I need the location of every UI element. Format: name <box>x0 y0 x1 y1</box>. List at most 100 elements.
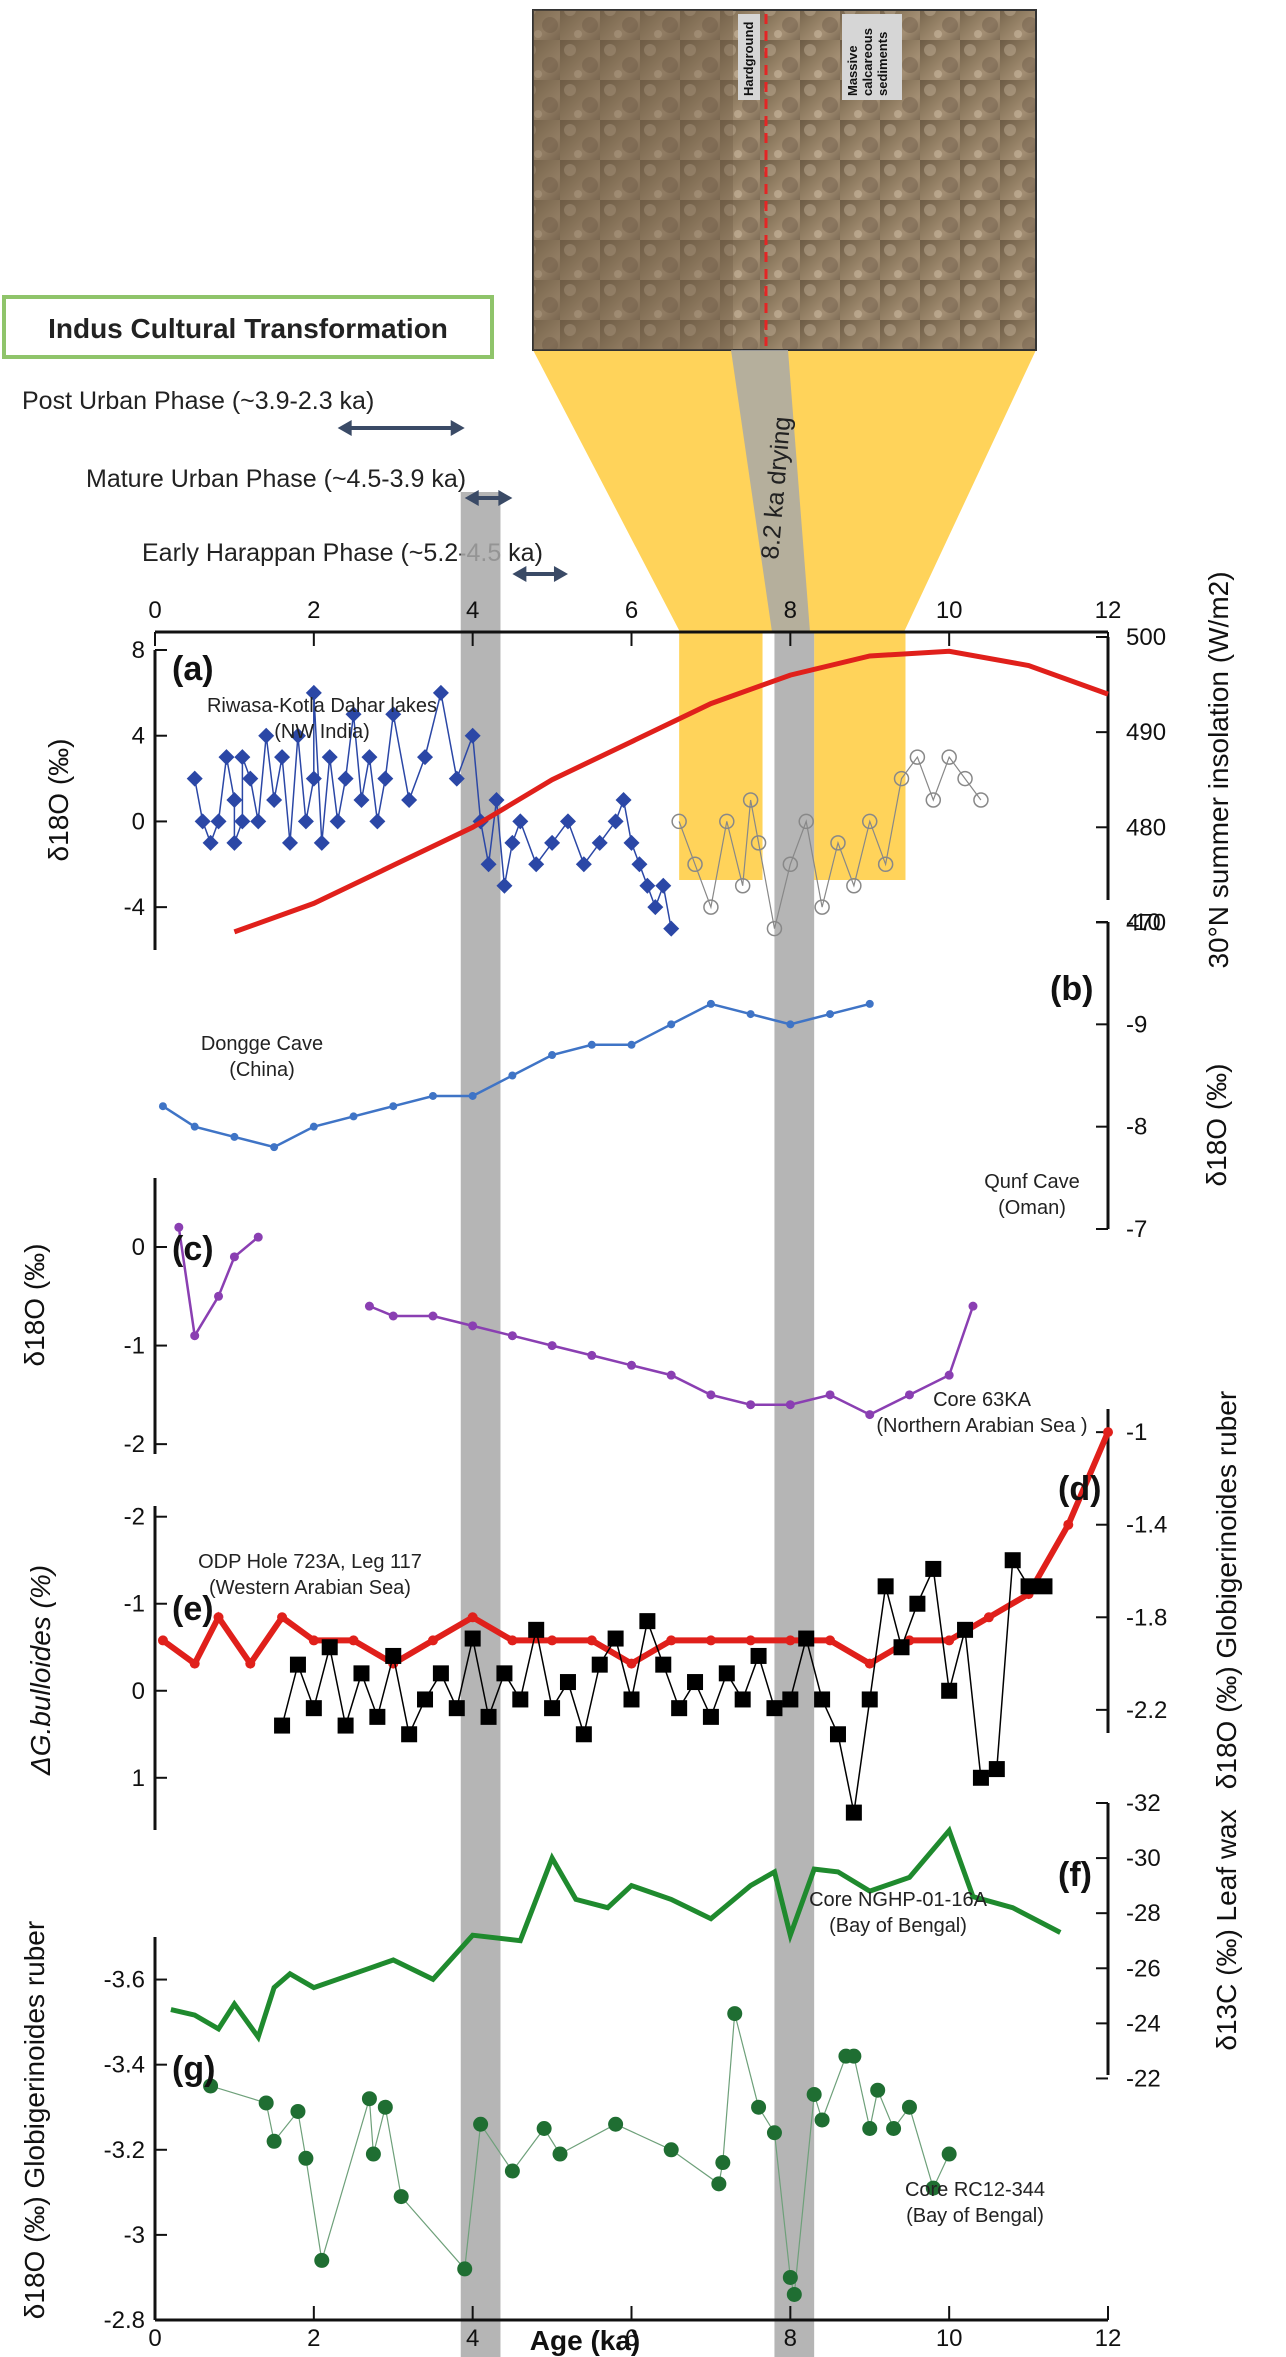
odp-point <box>814 1691 831 1708</box>
kotla-point <box>798 813 814 830</box>
bottom-x-tick-label: 4 <box>466 2325 479 2352</box>
panel-b-y-tick-label: -8 <box>1126 1114 1147 1141</box>
odp-point <box>321 1639 338 1656</box>
qunf-point <box>968 1301 978 1311</box>
kotla-point <box>687 856 703 873</box>
rc12-point <box>203 2078 219 2094</box>
panel-g-site: Core RC12-344 <box>905 2179 1045 2201</box>
rc12-point <box>782 2269 798 2285</box>
core63ka-point <box>785 1635 796 1646</box>
odp-point <box>607 1630 624 1647</box>
riwasa-point <box>186 770 203 787</box>
qunf-point <box>468 1321 478 1331</box>
qunf-point <box>587 1350 597 1360</box>
bottom-x-tick-label: 6 <box>625 2325 638 2352</box>
riwasa-point <box>321 749 338 766</box>
qunf-point <box>174 1222 184 1232</box>
panel-d-letter: (d) <box>1058 1470 1101 1508</box>
odp-point <box>750 1647 767 1664</box>
kotla-point <box>973 792 989 808</box>
rc12-point <box>814 2112 830 2128</box>
bottom-x-tick-label: 10 <box>936 2325 963 2352</box>
riwasa-point <box>488 792 505 808</box>
kotla-point <box>893 770 910 787</box>
riwasa-point <box>607 813 624 830</box>
odp-point <box>274 1717 291 1734</box>
hardground-tag <box>738 14 760 100</box>
riwasa-point <box>258 727 275 744</box>
panel-f-y-tick-label: -24 <box>1126 2010 1161 2037</box>
odp-point <box>909 1595 926 1612</box>
panel-e-y-tick-label: -1 <box>124 1591 145 1618</box>
rc12-point <box>786 2286 802 2302</box>
riwasa-point <box>663 920 680 937</box>
riwasa-point <box>496 877 513 894</box>
phase-arrowhead-right-0 <box>450 420 465 436</box>
core63ka-point <box>864 1658 875 1669</box>
riwasa-point <box>369 813 386 830</box>
panel-b-y-tick-label: -9 <box>1126 1011 1147 1038</box>
bottom-x-tick-label: 2 <box>307 2325 320 2352</box>
kotla-series-line <box>678 755 982 929</box>
qunf-point <box>746 1400 756 1410</box>
insolation-y-tick-label: 490 <box>1126 719 1166 746</box>
yellow-band-0 <box>679 632 763 880</box>
rc12-point <box>552 2146 568 2162</box>
qunf-point <box>547 1341 557 1351</box>
odp-point <box>877 1578 894 1595</box>
riwasa-point <box>377 770 394 787</box>
rc12-point <box>901 2099 917 2115</box>
riwasa-point <box>655 877 672 894</box>
riwasa-point <box>297 813 314 830</box>
bottom-x-tick-label: 0 <box>148 2325 161 2352</box>
kotla-point <box>719 813 735 830</box>
odp-point <box>829 1726 846 1743</box>
qunf-point <box>388 1311 398 1321</box>
rc12-point <box>862 2121 878 2136</box>
core63ka-point <box>308 1635 319 1646</box>
dongge-point <box>548 1051 557 1060</box>
panel-g-y-tick-label: -3.2 <box>104 2137 145 2164</box>
core63ka-point <box>944 1635 955 1646</box>
panel-f-y-tick-label: -32 <box>1126 1790 1161 1817</box>
qunf-point <box>627 1360 636 1370</box>
dongge-point <box>428 1091 437 1100</box>
odp-point <box>575 1726 592 1743</box>
panel-b-letter: (b) <box>1050 970 1093 1008</box>
insolation-y-title: 30°N summer insolation (W/m2) <box>1203 571 1234 968</box>
bottom-x-tick-label: 8 <box>784 2325 797 2352</box>
phase-arrowhead-right-1 <box>498 490 513 506</box>
riwasa-point <box>345 706 362 723</box>
qunf-point <box>253 1232 263 1242</box>
odp-point <box>957 1621 974 1638</box>
panel-c-y-tick-label: 0 <box>132 1234 145 1261</box>
phase-arrowhead-left-1 <box>464 490 479 506</box>
dongge-point <box>349 1112 358 1121</box>
panel-a-y-tick-label: 4 <box>132 723 145 750</box>
sediment-label-line1: Massive <box>845 45 860 96</box>
riwasa-point <box>464 727 481 744</box>
phase-arrowhead-left-0 <box>337 420 352 436</box>
dongge-point <box>158 1102 167 1111</box>
rc12-point <box>365 2146 381 2162</box>
dongge-point <box>667 1020 676 1029</box>
kotla-point <box>862 813 878 830</box>
riwasa-point <box>305 684 322 701</box>
rc12-point <box>941 2146 957 2162</box>
panel-g-y-tick-label: -3.4 <box>104 2052 145 2079</box>
riwasa-point <box>226 792 243 808</box>
odp-point <box>544 1700 561 1717</box>
panel-g-letter: (g) <box>172 2050 215 2088</box>
riwasa-point <box>512 813 529 830</box>
yellow-band-1 <box>814 632 906 880</box>
panel-g-region: (Bay of Bengal) <box>906 2205 1044 2227</box>
panel-c-letter: (c) <box>172 1230 214 1268</box>
core63ka-point <box>507 1635 518 1646</box>
qunf-point <box>904 1390 914 1400</box>
panel-d-y-title: δ18O (‰) Globigerinoides ruber <box>1211 1391 1242 1789</box>
odp-point <box>448 1700 465 1717</box>
panel-f-letter: (f) <box>1058 1856 1092 1894</box>
odp-point <box>782 1691 799 1708</box>
insolation-y-tick-label: 480 <box>1126 814 1166 841</box>
dongge-point <box>627 1040 636 1049</box>
